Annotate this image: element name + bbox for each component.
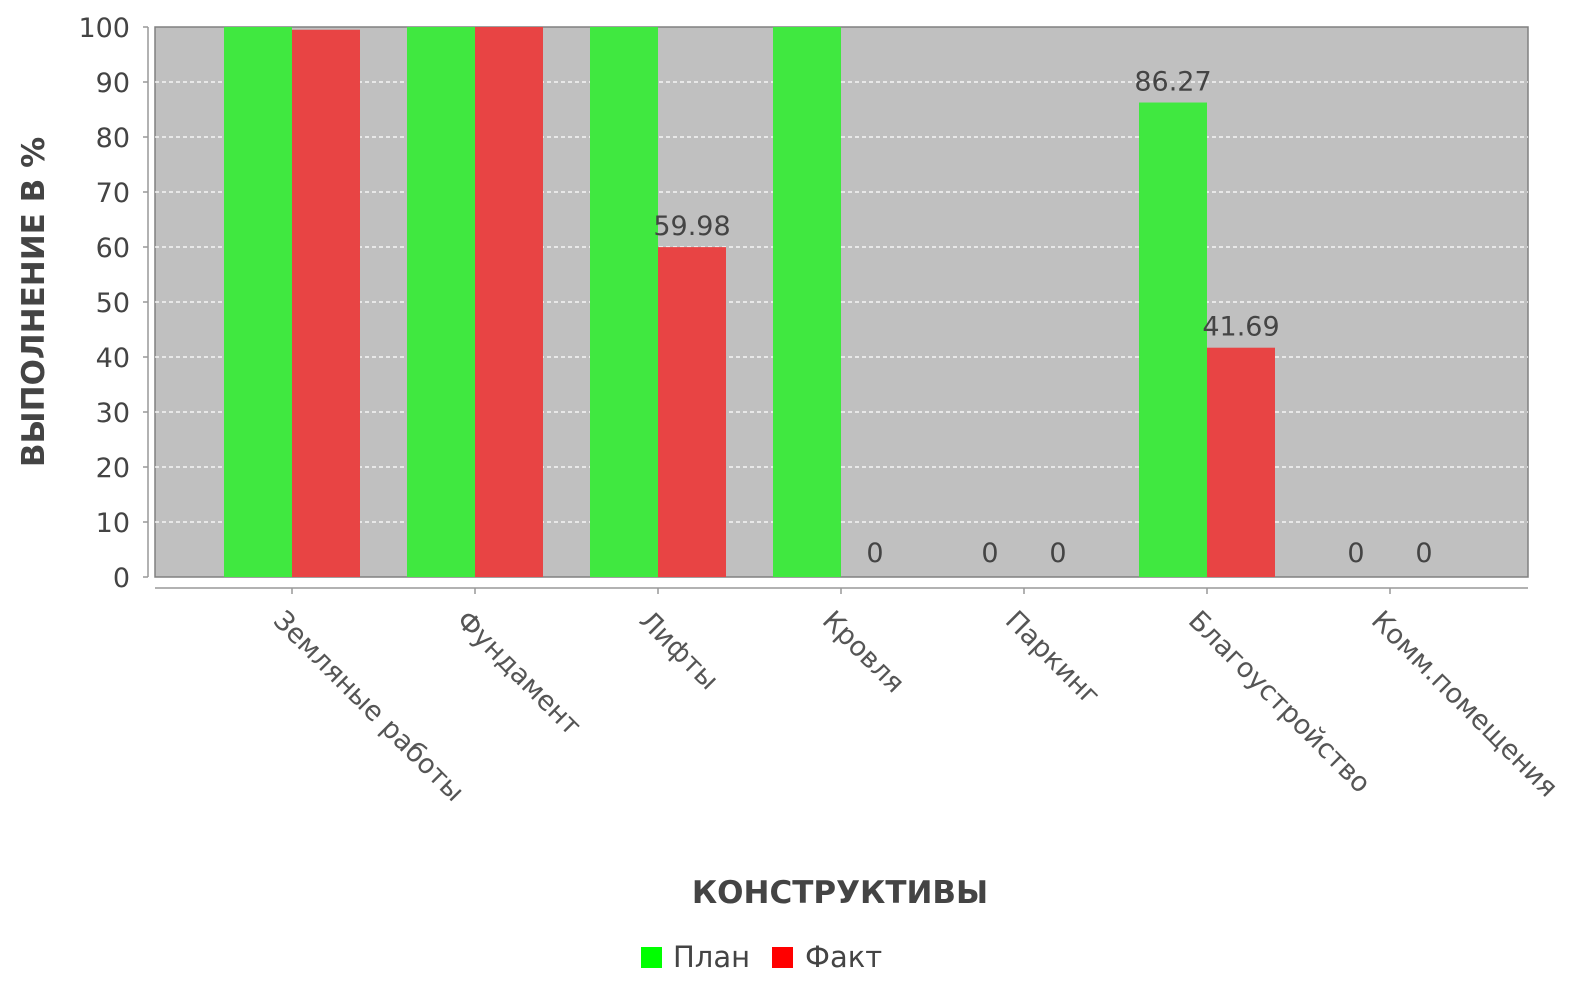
data-label: 0 [1415,538,1432,569]
y-tick-label: 80 [96,123,130,154]
y-axis-title: ВЫПОЛНЕНИЕ В % [16,137,52,467]
y-tick-label: 20 [96,453,130,484]
data-label: 0 [866,538,883,569]
x-tick-label: Лифты [633,605,724,696]
y-tick-label: 40 [96,343,130,374]
x-tick-label: Земляные работы [267,605,470,808]
y-tick-label: 0 [113,563,130,594]
y-tick-label: 10 [96,508,130,539]
data-label: 0 [1049,538,1066,569]
bar-fact [475,27,543,577]
x-tick-label: Фундамент [450,605,587,742]
data-label: 0 [981,538,998,569]
y-tick-label: 100 [78,13,130,44]
bar-plan [590,27,658,577]
y-tick-label: 90 [96,68,130,99]
gridlines [155,81,1528,523]
data-label: 0 [1347,538,1364,569]
legend-swatch-plan [641,947,662,968]
x-tick-label: Кровля [816,605,910,699]
legend-swatch-fact [772,947,793,968]
bar-fact [292,29,360,577]
x-axis-title: КОНСТРУКТИВЫ [692,875,988,911]
bar-fact [1207,347,1275,577]
legend-label-plan: План [673,940,750,974]
y-tick-label: 30 [96,398,130,429]
legend-label-fact: Факт [805,940,882,974]
bar-fact [658,247,726,578]
data-label: 41.69 [1202,312,1279,343]
bar-plan [407,27,475,577]
bar-plan [224,27,292,577]
y-tick-label: 70 [96,178,130,209]
data-labels: 59.98 0 0 0 86.27 41.69 0 0 [653,67,1432,569]
x-tick-label: Благоустройство [1182,605,1376,799]
bar-plan [773,27,841,577]
data-label: 86.27 [1134,67,1211,98]
bars [224,27,1275,578]
y-tick-label: 60 [96,233,130,264]
x-tick-label: Паркинг [999,605,1106,712]
bar-plan [1139,102,1207,577]
y-axis: 0 10 20 30 40 50 60 70 80 90 100 [78,13,149,594]
y-tick-label: 50 [96,288,130,319]
legend: План Факт [641,940,882,974]
data-label: 59.98 [653,211,730,242]
x-tick-label: Комм.помещения [1365,605,1563,803]
